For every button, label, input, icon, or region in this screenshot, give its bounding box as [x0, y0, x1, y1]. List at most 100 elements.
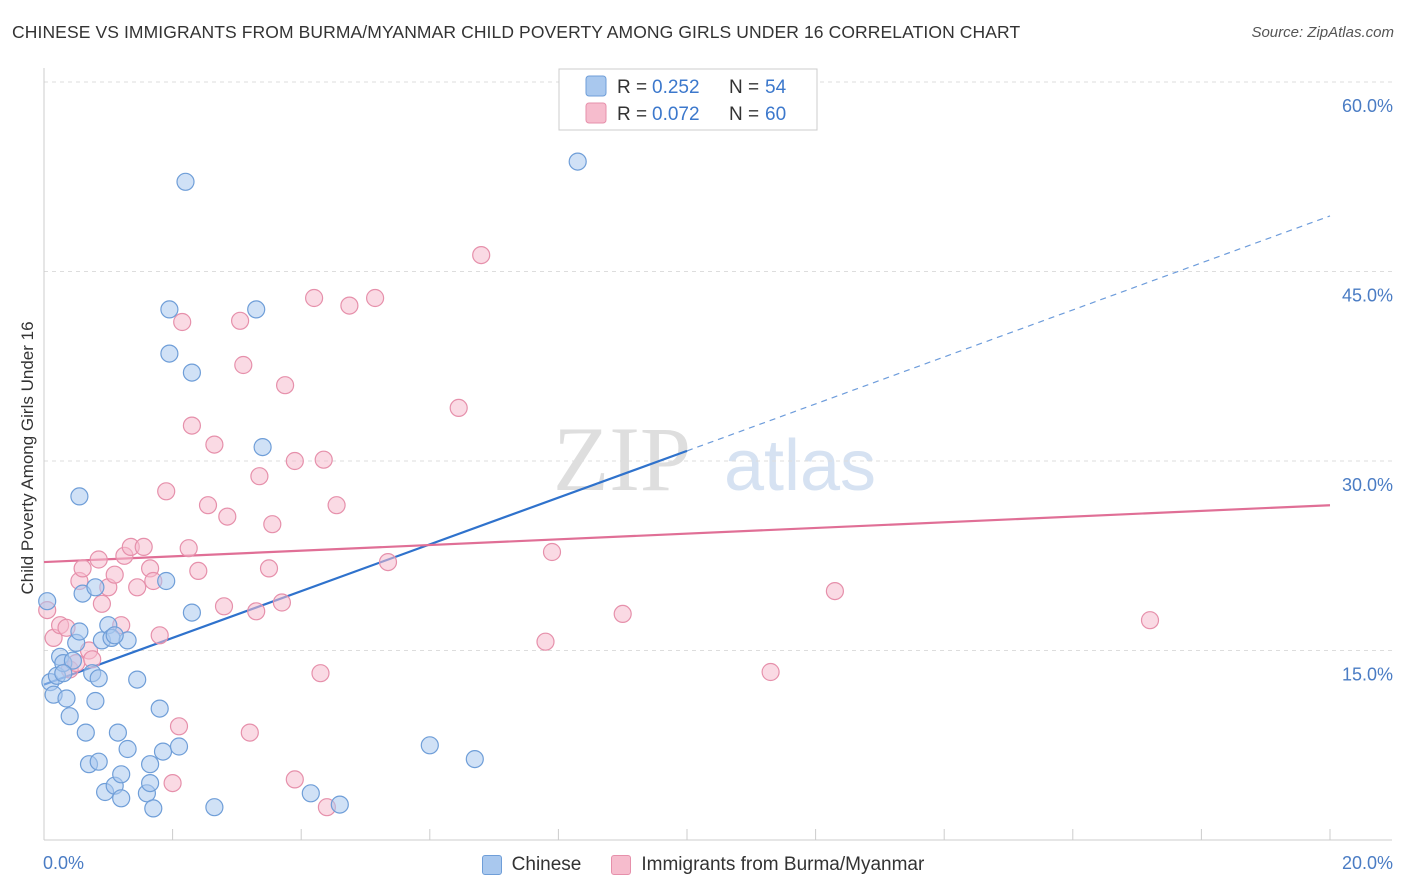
chinese-point — [112, 789, 131, 808]
burma-point — [825, 581, 845, 601]
axes: 15.0% 30.0% 45.0% 60.0% 0.0% 20.0% — [43, 68, 1393, 873]
chart-title: CHINESE VS IMMIGRANTS FROM BURMA/MYANMAR… — [12, 22, 1021, 42]
chinese-point — [63, 651, 83, 670]
chinese-point — [38, 592, 57, 611]
burma-point — [263, 515, 282, 534]
burma-point — [231, 311, 250, 330]
chinese-point — [144, 799, 163, 818]
chinese-point — [169, 737, 189, 756]
burma-point — [169, 717, 189, 736]
chinese-point — [128, 670, 147, 689]
chinese-point — [76, 723, 95, 742]
legend-swatch-burma — [585, 102, 607, 124]
y-axis-title: Child Poverty Among Girls Under 16 — [18, 321, 37, 594]
chinese-point — [118, 739, 137, 759]
chinese-point — [150, 699, 169, 718]
chinese-point — [89, 669, 108, 688]
burma-point — [234, 355, 253, 375]
burma-point — [157, 482, 176, 501]
legend-n-label: N = — [729, 77, 759, 98]
burma-point — [214, 597, 234, 616]
burma-point — [542, 542, 562, 562]
burma-point — [150, 626, 169, 645]
chinese-trend-extension — [686, 215, 1331, 452]
burma-point — [613, 604, 632, 624]
chinese-point — [108, 723, 128, 742]
legend-n-label: N = — [729, 104, 759, 125]
chinese-point — [160, 300, 179, 319]
burma-trend-line — [43, 504, 1331, 564]
burma-point — [378, 552, 398, 572]
burma-point — [272, 593, 291, 612]
data-points — [38, 152, 1160, 818]
y-axis-title-group: Child Poverty Among Girls Under 16 — [18, 321, 37, 594]
y-tick-label: 30.0% — [1342, 475, 1393, 495]
legend-r-label: R = — [617, 104, 647, 125]
chinese-point — [141, 773, 160, 793]
legend-r-label: R = — [617, 77, 647, 98]
chinese-point — [153, 742, 173, 761]
y-tick-label: 45.0% — [1342, 286, 1393, 306]
chinese-point — [465, 749, 484, 769]
chinese-point — [157, 571, 176, 591]
burma-point — [285, 451, 304, 471]
x-tick-label: 0.0% — [43, 853, 84, 873]
chinese-point — [60, 707, 79, 726]
burma-point — [73, 559, 92, 578]
legend-item-burma: Immigrants from Burma/Myanmar — [611, 854, 924, 876]
chinese-point — [141, 755, 160, 774]
chinese-point — [54, 664, 73, 683]
chinese-point — [70, 622, 89, 641]
legend-swatch-burma — [611, 855, 632, 875]
burma-point — [250, 467, 269, 486]
burma-point — [163, 773, 182, 793]
burma-point — [128, 578, 147, 597]
burma-point — [314, 450, 333, 469]
burma-point — [105, 565, 124, 584]
chinese-point — [86, 691, 105, 711]
chinese-point — [205, 798, 224, 817]
burma-point — [134, 537, 153, 557]
burma-point — [179, 539, 198, 558]
legend-r-value: 0.072 — [652, 104, 700, 125]
burma-point — [536, 632, 555, 651]
y-tick-label: 60.0% — [1342, 96, 1393, 116]
burma-point — [89, 550, 108, 569]
legend-n-value: 60 — [765, 104, 786, 125]
burma-point — [173, 312, 192, 332]
chinese-point — [568, 152, 587, 171]
burma-point — [182, 416, 201, 435]
trend-lines — [43, 215, 1331, 686]
legend-swatch-chinese — [481, 855, 502, 875]
legend-item-chinese: Chinese — [481, 854, 581, 876]
watermark-zip: ZIP — [553, 408, 691, 510]
burma-point — [205, 435, 224, 454]
chinese-point — [160, 344, 179, 363]
burma-point — [305, 288, 324, 308]
gridlines — [44, 81, 1392, 651]
burma-point — [327, 496, 346, 515]
burma-point — [218, 507, 237, 526]
source-credit: Source: ZipAtlas.com — [1251, 24, 1394, 41]
chinese-point — [247, 300, 266, 319]
burma-point — [311, 664, 330, 683]
chinese-point — [330, 795, 349, 814]
burma-point — [761, 662, 780, 682]
burma-point — [92, 594, 112, 613]
burma-point — [340, 296, 359, 315]
chinese-point — [89, 752, 108, 771]
burma-point — [259, 559, 279, 578]
watermark: ZIP atlas — [553, 408, 876, 510]
chinese-point — [112, 765, 131, 784]
burma-point — [449, 398, 468, 417]
chinese-point — [105, 626, 124, 645]
chinese-point — [253, 438, 272, 457]
watermark-atlas: atlas — [724, 426, 876, 506]
chinese-point — [57, 689, 76, 708]
burma-point — [198, 496, 218, 515]
chinese-point — [182, 363, 201, 382]
legend-label-burma: Immigrants from Burma/Myanmar — [641, 854, 925, 875]
legend-r-value: 0.252 — [652, 77, 700, 98]
burma-point — [366, 288, 385, 308]
legend-swatch-chinese — [585, 75, 607, 97]
